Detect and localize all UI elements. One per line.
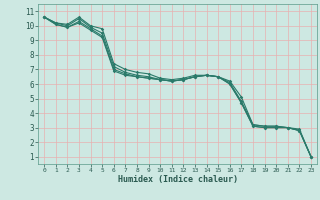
X-axis label: Humidex (Indice chaleur): Humidex (Indice chaleur) [118, 175, 238, 184]
